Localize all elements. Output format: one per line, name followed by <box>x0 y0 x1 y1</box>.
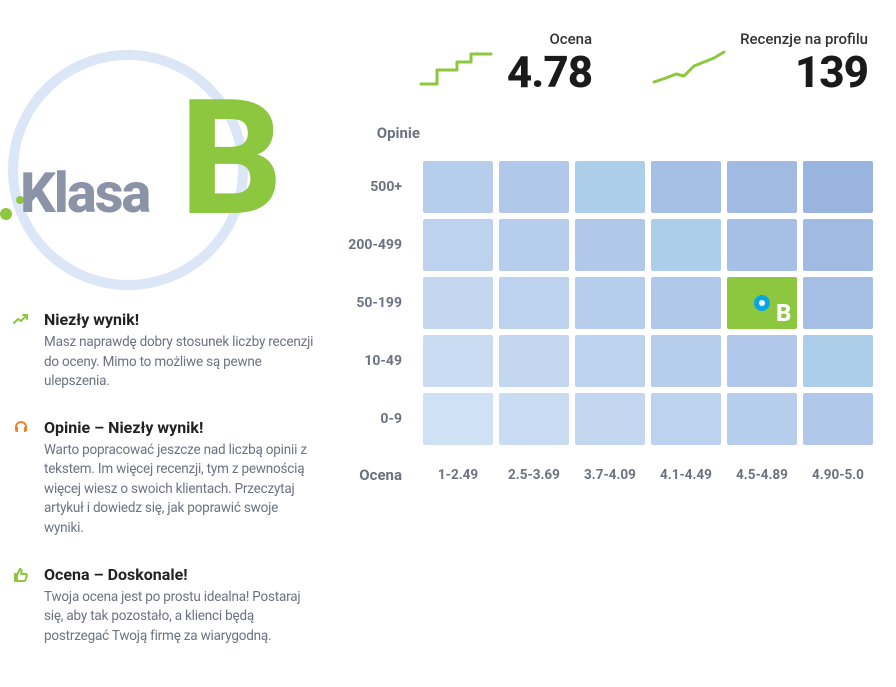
insight-item: Opinie – Niezły wynik! Warto popracować … <box>8 418 318 539</box>
heatmap-col-label: 3.7-4.09 <box>572 448 648 488</box>
heatmap-cell <box>499 277 569 329</box>
heatmap-cell <box>423 219 493 271</box>
heatmap-cell <box>651 335 721 387</box>
heatmap-cell <box>727 393 797 445</box>
heatmap-row-label: 0-9 <box>330 390 420 448</box>
insight-title: Opinie – Niezły wynik! <box>44 418 318 437</box>
heatmap-cell <box>423 335 493 387</box>
heatmap-cell <box>803 219 873 271</box>
heatmap-cell <box>727 161 797 213</box>
heatmap-cell <box>575 393 645 445</box>
heatmap-cell <box>727 219 797 271</box>
heatmap-cell <box>499 335 569 387</box>
heatmap-cell <box>423 277 493 329</box>
class-badge: Klasa B <box>0 30 270 270</box>
heatmap-row-label: 500+ <box>330 158 420 216</box>
stat-value: 4.78 <box>507 50 592 94</box>
insight-desc: Warto popracować jeszcze nad liczbą opin… <box>44 441 318 539</box>
trend-up-icon <box>8 310 34 392</box>
heatmap-col-label: 4.90-5.0 <box>800 448 876 488</box>
heatmap-x-title: Ocena <box>330 448 420 488</box>
heatmap-row-label: 50-199 <box>330 274 420 332</box>
heatmap-cell <box>575 161 645 213</box>
stat-value: 139 <box>740 50 868 94</box>
class-badge-letter: B <box>180 80 277 240</box>
heatmap-cell <box>499 161 569 213</box>
stat-reviews: Recenzje na profilu 139 <box>652 30 868 94</box>
heatmap-cell <box>423 393 493 445</box>
heatmap-cell <box>651 161 721 213</box>
heatmap: Opinie 500+200-49950-199 B 10-490-9Ocena1-… <box>330 124 886 488</box>
heatmap-cell <box>727 335 797 387</box>
insight-item: Ocena – Doskonale! Twoja ocena jest po p… <box>8 565 318 647</box>
heatmap-row-label: 200-499 <box>330 216 420 274</box>
class-badge-dot <box>0 208 12 220</box>
heatmap-cell <box>803 161 873 213</box>
headset-icon <box>8 418 34 539</box>
heatmap-marker <box>754 295 770 311</box>
insight-desc: Twoja ocena jest po prostu idealna! Post… <box>44 588 318 647</box>
heatmap-col-label: 1-2.49 <box>420 448 496 488</box>
stat-rating: Ocena 4.78 <box>419 30 592 94</box>
stats-row: Ocena 4.78 Recenzje na profilu 139 <box>330 30 886 94</box>
insight-item: Niezły wynik! Masz naprawdę dobry stosun… <box>8 310 318 392</box>
heatmap-col-label: 2.5-3.69 <box>496 448 572 488</box>
heatmap-cell <box>803 277 873 329</box>
sparkline-line-icon <box>652 48 726 88</box>
heatmap-cell <box>499 219 569 271</box>
heatmap-cell <box>575 219 645 271</box>
sparkline-step-icon <box>419 48 493 88</box>
heatmap-cell <box>575 277 645 329</box>
heatmap-marker-label: B <box>776 299 791 327</box>
insight-desc: Masz naprawdę dobry stosunek liczby rece… <box>44 333 318 392</box>
thumbs-up-icon <box>8 565 34 647</box>
heatmap-row-label: 10-49 <box>330 332 420 390</box>
heatmap-cell <box>651 277 721 329</box>
heatmap-col-label: 4.1-4.49 <box>648 448 724 488</box>
heatmap-y-title: Opinie <box>330 124 420 142</box>
heatmap-cell <box>651 393 721 445</box>
insight-title: Ocena – Doskonale! <box>44 565 318 584</box>
class-badge-label: Klasa <box>20 160 149 226</box>
heatmap-cell: B <box>727 277 797 329</box>
heatmap-cell <box>499 393 569 445</box>
heatmap-cell <box>651 219 721 271</box>
heatmap-cell <box>803 335 873 387</box>
heatmap-cell <box>423 161 493 213</box>
heatmap-cell <box>575 335 645 387</box>
insight-title: Niezły wynik! <box>44 310 318 329</box>
insights-list: Niezły wynik! Masz naprawdę dobry stosun… <box>0 310 330 646</box>
heatmap-col-label: 4.5-4.89 <box>724 448 800 488</box>
heatmap-cell <box>803 393 873 445</box>
